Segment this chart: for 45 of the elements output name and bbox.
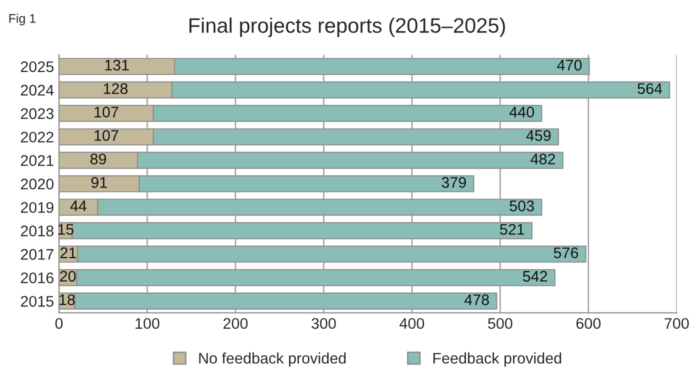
data-label: 440	[509, 106, 534, 118]
x-tick-label: 200	[223, 318, 248, 329]
data-label: 576	[554, 247, 578, 258]
data-label: 44	[70, 200, 86, 212]
y-tick-label: 2022	[20, 132, 54, 143]
y-tick-label: 2023	[20, 108, 54, 120]
x-tick-label: 300	[312, 318, 336, 329]
data-label: 91	[91, 177, 107, 188]
y-tick-label: 2021	[20, 155, 54, 166]
caption: Fig 1	[9, 14, 36, 26]
data-label: 107	[94, 130, 118, 141]
legend-label: Feedback provided	[433, 352, 562, 367]
legend-label: No feedback provided	[199, 352, 346, 367]
data-label: 21	[60, 247, 76, 258]
y-tick-label: 2018	[20, 226, 54, 236]
data-label: 470	[557, 60, 582, 71]
data-label: 564	[638, 83, 662, 94]
data-label: 478	[464, 294, 489, 306]
data-label: 20	[60, 270, 76, 282]
data-label: 15	[58, 224, 74, 235]
y-tick-label: 2016	[20, 272, 54, 284]
data-label: 482	[530, 154, 555, 164]
data-label: 107	[94, 106, 118, 118]
x-tick-label: 600	[576, 318, 601, 329]
data-label: 89	[90, 154, 106, 164]
y-tick-label: 2024	[20, 84, 54, 96]
data-label: 379	[442, 177, 466, 188]
x-tick-label: 400	[400, 318, 424, 329]
data-label: 459	[526, 130, 551, 141]
y-tick-label: 2015	[20, 296, 54, 307]
x-tick-label: 500	[488, 318, 512, 329]
x-tick-label: 100	[136, 318, 160, 329]
data-label: 128	[104, 83, 128, 94]
data-label: 503	[510, 200, 534, 212]
y-tick-label: 2017	[20, 249, 54, 260]
chart-title: Final projects reports (2015–2025)	[189, 18, 505, 38]
y-tick-label: 2020	[20, 178, 54, 190]
x-tick-label: 700	[664, 318, 689, 329]
data-label: 18	[60, 294, 75, 306]
y-tick-label: 2019	[20, 202, 54, 213]
y-tick-label: 2025	[20, 61, 54, 72]
data-label: 521	[500, 224, 524, 235]
data-label: 542	[522, 270, 548, 282]
data-label: 131	[105, 60, 129, 71]
x-tick-label: 0	[55, 318, 63, 329]
